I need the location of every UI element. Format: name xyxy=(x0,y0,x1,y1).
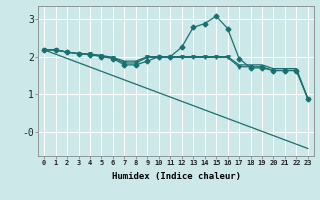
X-axis label: Humidex (Indice chaleur): Humidex (Indice chaleur) xyxy=(111,172,241,181)
